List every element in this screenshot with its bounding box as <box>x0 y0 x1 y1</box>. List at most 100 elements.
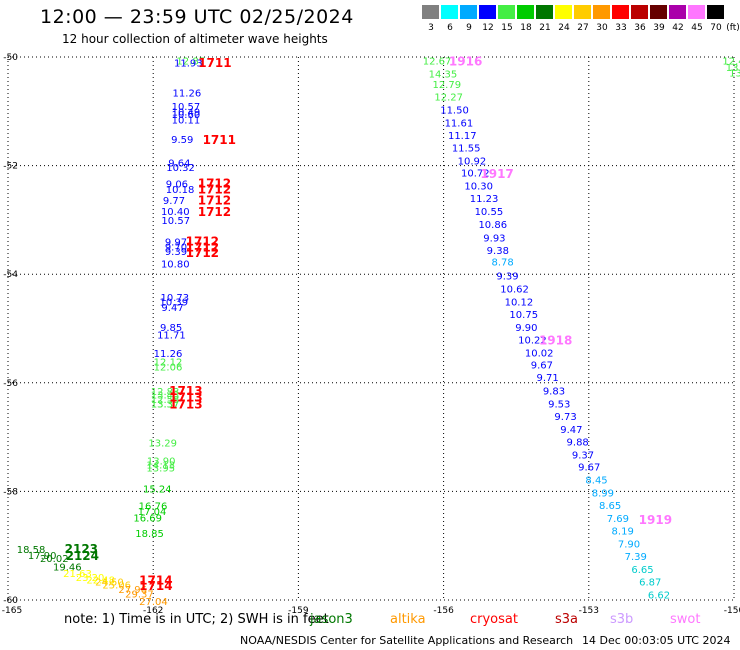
footer-credit: NOAA/NESDIS Center for Satellite Applica… <box>240 634 574 647</box>
wave-height-label: 9.73 <box>554 412 576 423</box>
wave-height-label: 10.57 <box>172 102 201 113</box>
wave-height-label: 11.23 <box>470 194 499 205</box>
map-axis-labels: -165 -162 -159 -156 -153 -150 -50 -52 -54 -56 -58 -… <box>2 53 740 616</box>
scale-swatch <box>593 5 610 19</box>
longitude-label: -156 <box>433 606 454 616</box>
pass-number-label: 1714 <box>139 579 172 593</box>
note-text: note: 1) Time is in UTC; 2) SWH is in fe… <box>64 612 329 627</box>
scale-swatch <box>498 5 515 19</box>
wave-height-label: 13.37 <box>151 399 180 410</box>
scale-swatch <box>574 5 591 19</box>
wave-height-label: 13.37 <box>151 399 180 410</box>
legend-cryosat: cryosat <box>470 612 518 627</box>
wave-height-label: 9.53 <box>548 399 570 410</box>
scale-swatch <box>479 5 496 19</box>
wave-height-label: 6.65 <box>631 565 653 576</box>
wave-height-label: 18.85 <box>135 529 164 540</box>
wave-height-label: 25.06 <box>102 580 131 591</box>
wave-height-label: 11.93 <box>174 58 203 69</box>
longitude-label: -150 <box>724 606 740 616</box>
wave-height-label: 10.62 <box>500 284 529 295</box>
wave-height-label: 27.96 <box>118 585 147 596</box>
wave-height-label: 7.90 <box>618 540 640 551</box>
wave-height-label: 13.43 <box>151 391 180 402</box>
pass-number-label: 1713 <box>169 397 202 411</box>
wave-height-label: 13.0 <box>729 69 740 80</box>
scale-label: 3 <box>428 23 434 33</box>
wave-height-label: 7.39 <box>625 552 647 563</box>
pass-number-label: 1712 <box>198 193 231 207</box>
wave-height-label: 10.60 <box>172 110 201 121</box>
wave-height-label: 9.70 <box>165 243 187 254</box>
longitude-label: -153 <box>579 606 599 616</box>
wave-height-label: 22.48 <box>86 575 115 586</box>
wave-height-label: 10.40 <box>161 207 190 218</box>
wave-height-label: 14.13 <box>146 460 175 471</box>
wave-height-label: 10.32 <box>166 163 195 174</box>
wave-height-label: 12.58 <box>151 395 180 406</box>
scale-label: 6 <box>447 23 453 33</box>
pass-number-label: 1712 <box>186 235 219 249</box>
wave-height-label: 10.55 <box>475 207 504 218</box>
pass-number-label: 1711 <box>198 56 231 70</box>
page-title: 12:00 — 23:59 UTC 02/25/2024 <box>40 6 354 28</box>
scale-label: 33 <box>615 23 627 33</box>
wave-height-label: 10.80 <box>161 259 190 270</box>
wave-height-label: 10.49 <box>172 107 201 118</box>
wave-height-label: 10.72 <box>461 169 490 180</box>
wave-height-label: 8.45 <box>585 475 607 486</box>
scale-label: 12 <box>482 23 494 33</box>
scale-label: 36 <box>634 23 646 33</box>
footer-timestamp: 14 Dec 00:03:05 UTC 2024 <box>582 634 731 647</box>
wave-height-label: 10.75 <box>509 310 538 321</box>
scale-unit: (ft) <box>726 23 740 33</box>
wave-height-label: 29.37 <box>125 589 154 600</box>
wave-height-label: 9.47 <box>560 425 582 436</box>
wave-height-label: 19.46 <box>53 562 82 573</box>
wave-height-label: 10.11 <box>172 115 201 126</box>
scale-label: 42 <box>672 23 684 33</box>
legend-s3b: s3b <box>610 612 634 627</box>
latitude-label: -54 <box>3 270 18 280</box>
wave-height-label: 10.39 <box>159 297 188 308</box>
legend-jason3: jason3 <box>310 612 353 627</box>
pass-number-label: 1711 <box>203 133 236 147</box>
wave-height-label: 8.99 <box>592 488 614 499</box>
wave-height-label: 10.22 <box>518 335 547 346</box>
scale-swatch <box>441 5 458 19</box>
longitude-label: -159 <box>288 606 309 616</box>
wave-height-label: 12.83 <box>151 387 180 398</box>
wave-height-label: 12.67 <box>423 56 452 67</box>
wave-height-label: 21.63 <box>63 569 92 580</box>
wave-height-label: 11.26 <box>173 88 202 99</box>
wave-height-label: 9.85 <box>160 323 182 334</box>
scale-swatch <box>688 5 705 19</box>
wave-height-label: 11.71 <box>157 330 186 341</box>
wave-height-label: 12.40 <box>722 56 740 67</box>
wave-height-label: 9.97 <box>165 238 187 249</box>
scale-swatch <box>422 5 439 19</box>
pass-number-label: 2124 <box>66 549 99 563</box>
scale-label: 30 <box>596 23 608 33</box>
pass-number-label: 1712 <box>198 176 231 190</box>
scale-label: 21 <box>539 23 551 33</box>
wave-height-label: 7.69 <box>607 514 629 525</box>
scale-swatch <box>650 5 667 19</box>
wave-height-label: 12.79 <box>432 80 461 91</box>
pass-number-label: 1714 <box>139 573 172 587</box>
map-grid <box>7 56 735 601</box>
wave-height-label: 9.90 <box>515 323 537 334</box>
wave-height-label: 9.64 <box>168 158 190 169</box>
wave-height-label: 27.04 <box>139 597 168 608</box>
scale-label: 39 <box>653 23 665 33</box>
wave-height-label: 18.58 <box>17 545 46 556</box>
wave-height-label: 9.39 <box>496 271 518 282</box>
scale-swatch <box>536 5 553 19</box>
latitude-label: -58 <box>3 487 18 497</box>
wave-height-label: 9.37 <box>572 450 594 461</box>
scale-label: 70 <box>710 23 722 33</box>
wave-height-label: 24.50 <box>95 578 124 589</box>
latitude-label: -50 <box>3 53 18 63</box>
scale-swatch <box>555 5 572 19</box>
